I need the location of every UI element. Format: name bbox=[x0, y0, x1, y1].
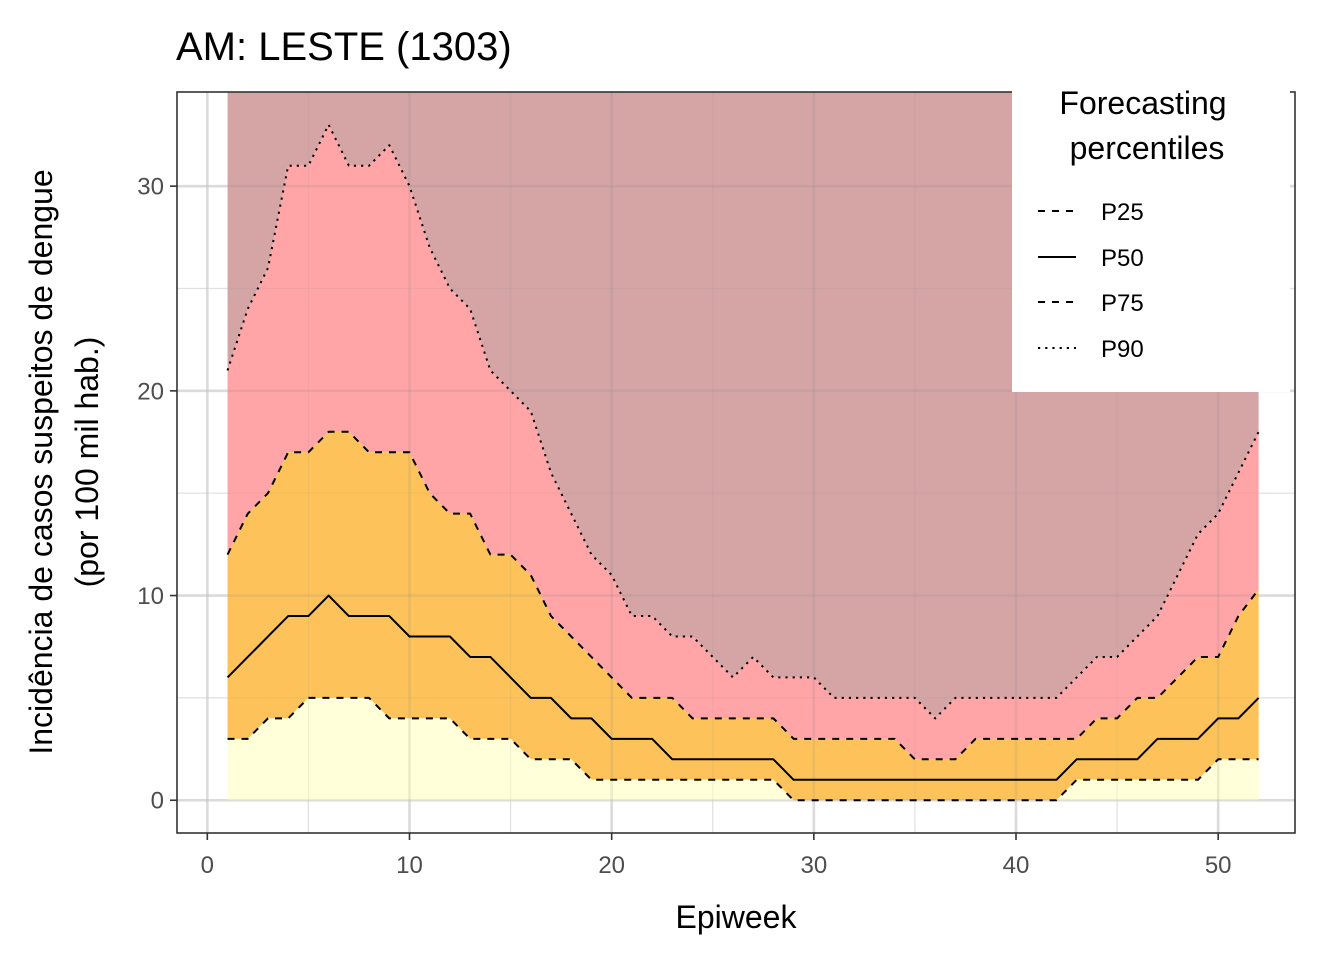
y-axis-title-line-2: (por 100 mil hab.) bbox=[69, 337, 105, 588]
x-tick-label: 40 bbox=[1003, 852, 1030, 879]
x-tick-label: 20 bbox=[598, 852, 625, 879]
x-tick-label: 30 bbox=[800, 852, 827, 879]
series-line-p50 bbox=[226, 594, 1260, 781]
y-tick-label: 10 bbox=[137, 583, 164, 610]
percentile-bands bbox=[227, 92, 1259, 801]
legend-background bbox=[1012, 83, 1290, 392]
x-tick-label: 10 bbox=[396, 852, 423, 879]
band-p75-p90 bbox=[227, 124, 1259, 760]
x-axis: 0 10 20 30 40 50 bbox=[201, 833, 1232, 879]
y-axis-title: Incidência de casos suspeitos de dengue … bbox=[23, 169, 105, 754]
y-tick-label: 0 bbox=[151, 788, 164, 815]
x-tick-label: 0 bbox=[201, 852, 214, 879]
legend-title-line-1: Forecasting bbox=[1059, 85, 1226, 121]
band-p25-p75 bbox=[227, 431, 1259, 801]
legend-label-p50: P50 bbox=[1101, 245, 1144, 272]
series-line-p90 bbox=[226, 123, 1260, 720]
chart-title: AM: LESTE (1303) bbox=[176, 25, 512, 69]
legend-label-p90: P90 bbox=[1101, 336, 1144, 363]
series-line-p75 bbox=[226, 430, 1260, 761]
band-above-p90 bbox=[227, 92, 1259, 719]
x-tick-label: 50 bbox=[1205, 852, 1232, 879]
y-tick-label: 30 bbox=[137, 174, 164, 201]
legend-entries: P25 P50 P75 P90 bbox=[1038, 199, 1144, 363]
legend-label-p25: P25 bbox=[1101, 199, 1144, 226]
y-tick-label: 20 bbox=[137, 378, 164, 405]
series-line-p25 bbox=[227, 696, 1259, 802]
legend: Forecasting percentiles P25 P50 P75 P90 bbox=[1012, 83, 1290, 392]
y-axis: 0 10 20 30 bbox=[137, 174, 177, 815]
plot-panel-border bbox=[176, 91, 1296, 834]
legend-title-line-2: percentiles bbox=[1070, 130, 1225, 166]
y-axis-title-line-1: Incidência de casos suspeitos de dengue bbox=[23, 169, 59, 754]
percentile-lines bbox=[226, 123, 1260, 802]
legend-label-p75: P75 bbox=[1101, 290, 1144, 317]
band-below-p25 bbox=[227, 697, 1259, 801]
x-axis-title: Epiweek bbox=[676, 899, 798, 935]
